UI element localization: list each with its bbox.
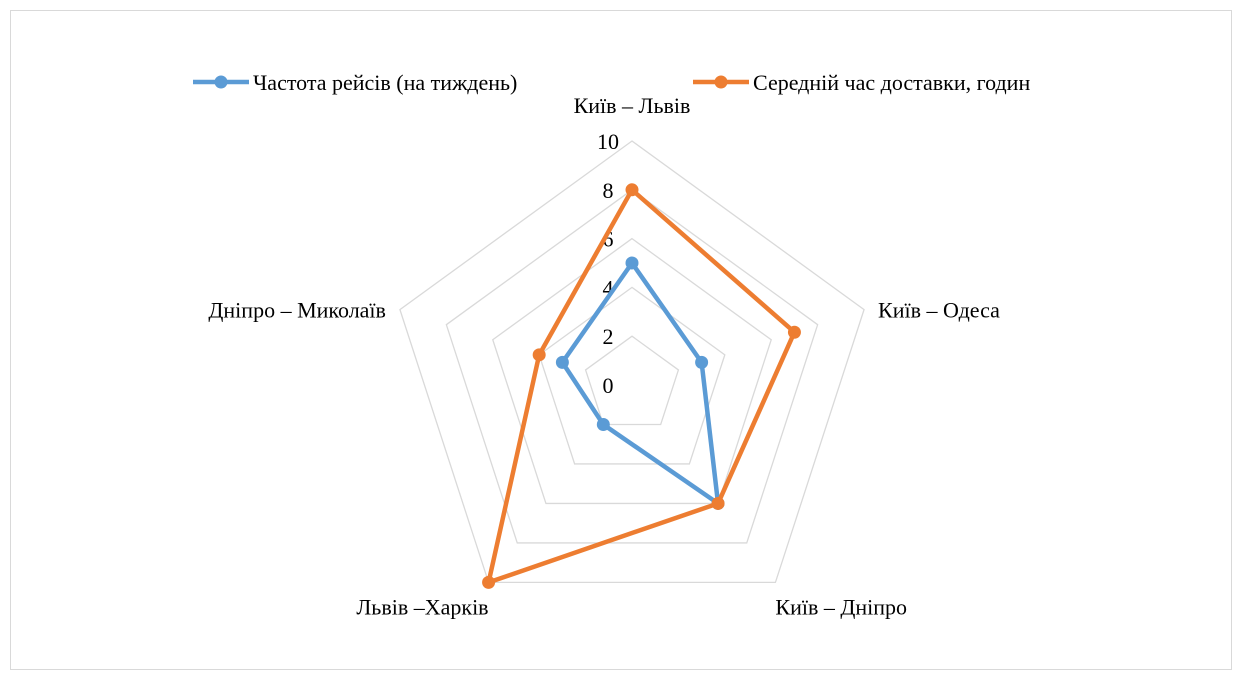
data-point (787, 325, 801, 339)
category-label: Київ – Одеса (878, 298, 1000, 323)
legend-marker (714, 75, 728, 89)
category-labels: Київ – Львів Київ – Одеса Київ – Дніпро Льв… (208, 93, 1000, 619)
data-point (695, 355, 709, 369)
series-group (482, 183, 801, 589)
series-group (555, 256, 725, 510)
grid-ring (584, 335, 680, 426)
data-point (532, 348, 546, 362)
legend-label: Частота рейсів (на тиждень) (253, 70, 517, 95)
radial-tick-label: 0 (603, 373, 614, 398)
data-point (555, 355, 569, 369)
radial-tick-label: 4 (603, 275, 614, 300)
category-label: Дніпро – Миколаїв (208, 298, 386, 323)
legend-item: Частота рейсів (на тиждень) (193, 70, 517, 95)
legend-label: Середній час доставки, годин (753, 70, 1030, 95)
data-point (596, 417, 610, 431)
legend-item: Середній час доставки, годин (693, 70, 1030, 95)
legend: Частота рейсів (на тиждень) Середній час … (193, 70, 1030, 95)
series-line (560, 260, 721, 506)
category-label: Львів –Харків (356, 594, 488, 619)
category-label: Київ – Львів (574, 93, 691, 118)
radar-grid (399, 140, 865, 584)
grid-ring (399, 140, 865, 584)
radial-tick-label: 2 (603, 324, 614, 349)
radial-tick-label: 10 (597, 129, 619, 154)
series-line (486, 187, 797, 585)
radar-chart: 0 2 4 6 8 10 Київ – Львів Київ – Одеса Київ – Д… (193, 70, 1030, 619)
data-point (625, 183, 639, 197)
category-label: Київ – Дніпро (775, 594, 907, 619)
chart-frame: 0 2 4 6 8 10 Київ – Львів Київ – Одеса Київ – Д… (10, 10, 1232, 670)
radial-tick-labels: 0 2 4 6 8 10 (597, 129, 619, 398)
legend-marker (214, 75, 228, 89)
radial-tick-label: 6 (603, 227, 614, 252)
grid-ring (492, 237, 772, 505)
grid-ring (538, 286, 726, 465)
series-layer (482, 183, 801, 589)
data-point (711, 496, 725, 510)
grid-ring (445, 188, 819, 544)
data-point (625, 256, 639, 270)
radial-tick-label: 8 (603, 178, 614, 203)
data-point (482, 575, 496, 589)
